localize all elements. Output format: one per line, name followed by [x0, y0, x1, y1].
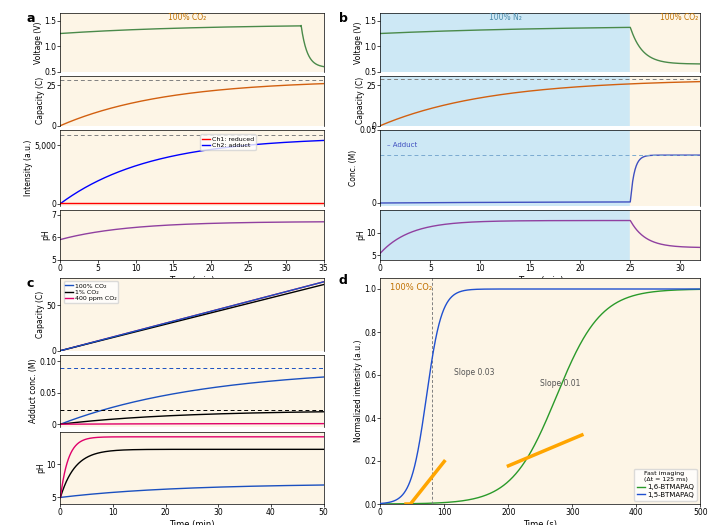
X-axis label: Time (min): Time (min)	[169, 520, 215, 525]
Text: 100% N₂: 100% N₂	[489, 13, 522, 22]
Bar	[380, 130, 631, 206]
Bar	[631, 76, 700, 125]
Y-axis label: Conc. (M): Conc. (M)	[349, 150, 358, 186]
Text: 100% CO₂: 100% CO₂	[168, 13, 205, 22]
Text: Slope 0.03: Slope 0.03	[454, 368, 494, 377]
Text: a: a	[26, 12, 35, 25]
Y-axis label: Capacity (C): Capacity (C)	[36, 77, 46, 124]
Bar	[631, 13, 700, 72]
X-axis label: Time (s): Time (s)	[523, 520, 557, 525]
Y-axis label: Intensity (a.u.): Intensity (a.u.)	[24, 140, 33, 196]
Text: Slope 0.01: Slope 0.01	[540, 379, 581, 388]
Y-axis label: Normalized intensity (a.u.): Normalized intensity (a.u.)	[353, 340, 363, 443]
Text: b: b	[339, 12, 348, 25]
Bar	[380, 210, 631, 260]
Text: – Adduct: – Adduct	[387, 142, 417, 148]
Y-axis label: pH: pH	[36, 463, 46, 473]
Bar	[631, 130, 700, 206]
Bar	[631, 210, 700, 260]
Text: 100% CO₂: 100% CO₂	[661, 13, 699, 22]
Bar	[380, 13, 631, 72]
Y-axis label: Capacity (C): Capacity (C)	[356, 77, 365, 124]
Y-axis label: Voltage (V): Voltage (V)	[353, 21, 363, 64]
Bar	[380, 76, 631, 125]
Legend: 1,6-BTMAPAQ, 1,5-BTMAPAQ: 1,6-BTMAPAQ, 1,5-BTMAPAQ	[634, 469, 697, 500]
Y-axis label: Voltage (V): Voltage (V)	[33, 21, 43, 64]
Y-axis label: Capacity (C): Capacity (C)	[36, 291, 45, 338]
X-axis label: Time (min): Time (min)	[518, 276, 563, 285]
X-axis label: Time (min): Time (min)	[169, 276, 215, 285]
Legend: 100% CO₂, 1% CO₂, 400 ppm CO₂: 100% CO₂, 1% CO₂, 400 ppm CO₂	[63, 281, 119, 303]
Legend: Ch1: reduced, Ch2: adduct: Ch1: reduced, Ch2: adduct	[201, 134, 256, 150]
Text: 100% CO₂: 100% CO₂	[390, 282, 432, 291]
Y-axis label: Adduct conc. (M): Adduct conc. (M)	[29, 359, 38, 423]
Text: d: d	[339, 274, 348, 287]
Y-axis label: pH: pH	[356, 229, 365, 240]
Text: c: c	[26, 277, 33, 290]
Y-axis label: pH: pH	[41, 229, 50, 240]
